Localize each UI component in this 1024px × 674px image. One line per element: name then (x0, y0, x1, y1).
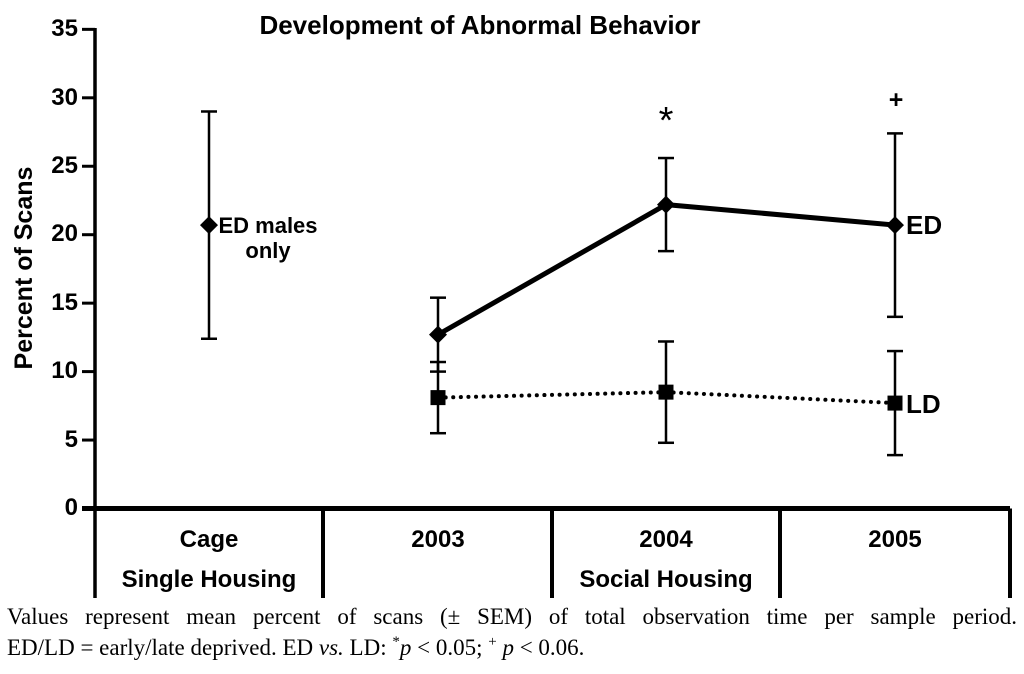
caption-text: ED/LD = early/late deprived. ED (7, 635, 319, 660)
caption-text: < 0.06. (513, 635, 585, 660)
caption-star-superscript: * (392, 634, 400, 650)
point-annotation-line2: only (245, 238, 291, 263)
group-label-social-housing: Social Housing (579, 566, 753, 593)
chart-title: Development of Abnormal Behavior (259, 10, 701, 40)
y-tick-label-20: 20 (51, 220, 78, 247)
significance-marker-2005: + (888, 86, 904, 114)
y-tick-label-5: 5 (64, 426, 78, 453)
caption-text: < 0.05; (411, 635, 489, 660)
y-tick-label-30: 30 (51, 84, 78, 111)
caption-line-1: Values represent mean percent of scans (… (7, 604, 1017, 629)
significance-marker-2004: * (658, 100, 674, 142)
x-category-label-2005: 2005 (868, 526, 922, 553)
series-label-ld: LD (906, 389, 941, 419)
y-tick-label-35: 35 (51, 15, 78, 42)
y-tick-label-25: 25 (51, 152, 78, 179)
caption-line-2: ED/LD = early/late deprived. ED vs. LD: … (7, 632, 1017, 667)
figure-caption: Values represent mean percent of scans (… (0, 601, 1024, 667)
point-annotation-line1: ED males (218, 213, 318, 238)
point-annotation-ed-males-only: ED males only (214, 213, 322, 263)
group-label-single-housing: Single Housing (121, 566, 297, 593)
caption-vs-italic: vs. (318, 635, 344, 660)
x-category-label-2003: 2003 (411, 526, 465, 553)
y-tick-label-10: 10 (51, 357, 78, 384)
caption-p-italic: p (399, 635, 412, 660)
caption-plus-superscript: + (488, 634, 497, 650)
y-tick-label-0: 0 (64, 494, 78, 521)
x-category-label-2004: 2004 (639, 526, 693, 553)
series-label-ed: ED (906, 210, 943, 240)
x-category-label-cage: Cage (179, 526, 239, 553)
caption-p-italic: p (502, 635, 514, 660)
y-tick-label-15: 15 (51, 289, 78, 316)
caption-text: LD: (343, 635, 393, 660)
